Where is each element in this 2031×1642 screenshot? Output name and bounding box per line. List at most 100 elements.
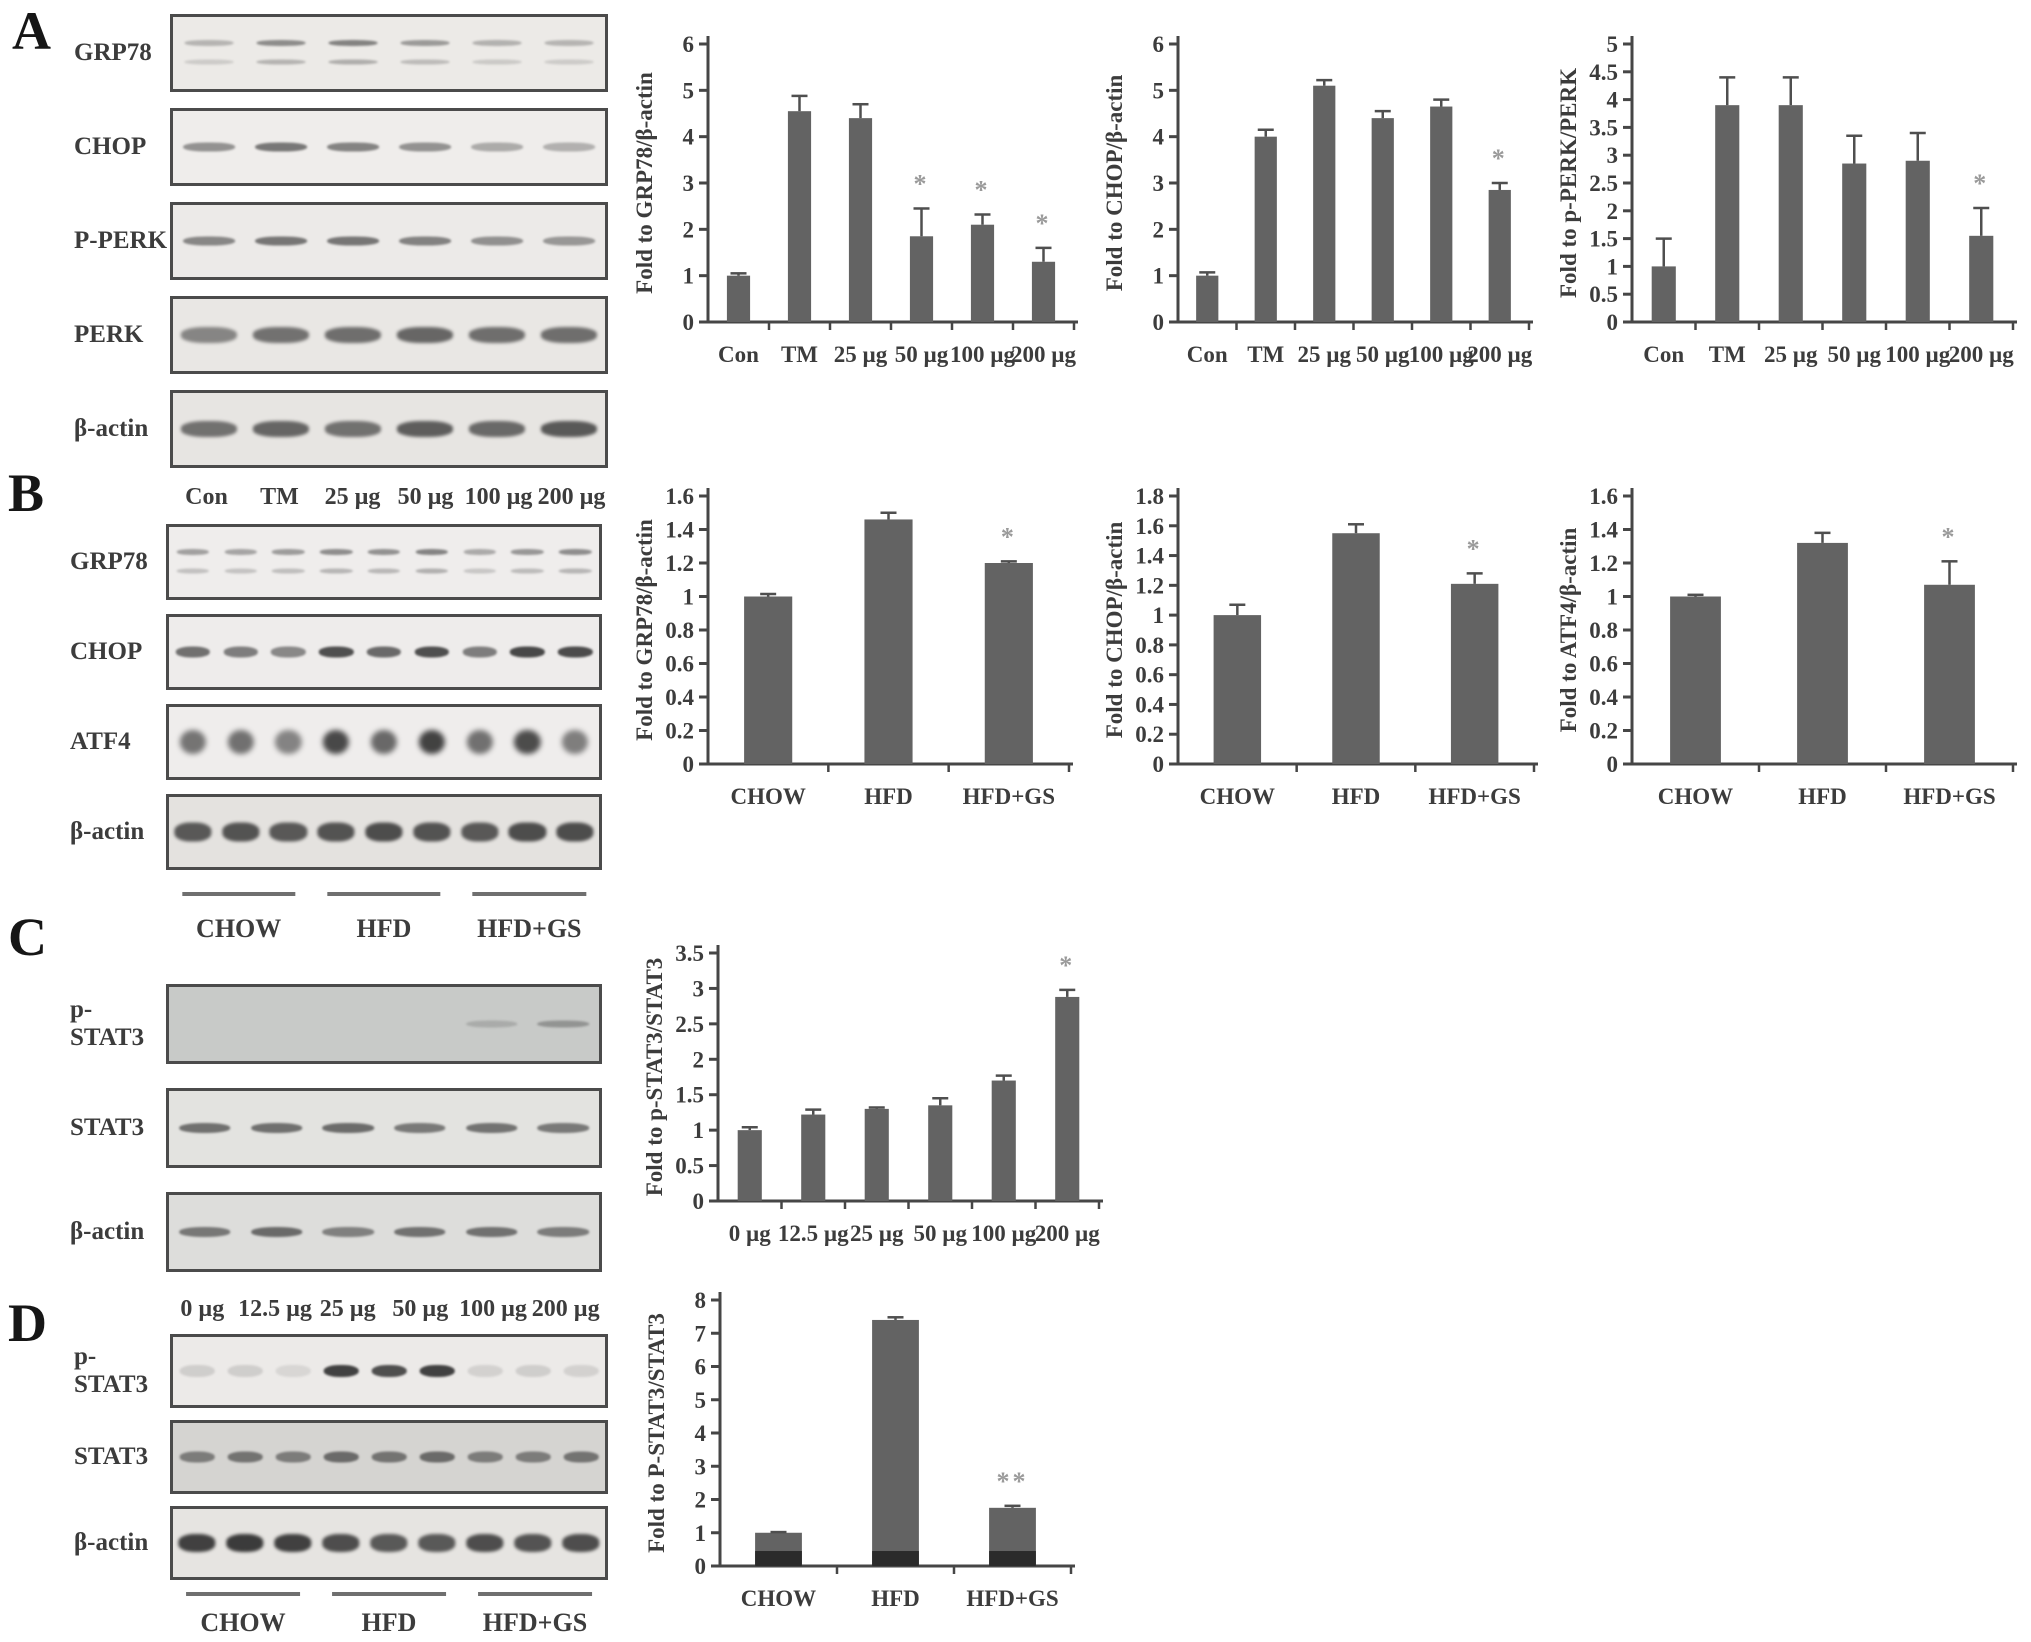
protein-band (508, 822, 546, 842)
protein-band (558, 549, 592, 556)
protein-band (180, 421, 238, 437)
y-tick-label: 3 (1607, 143, 1619, 168)
protein-band (272, 568, 305, 574)
lane-labels: Con TM 25 µg 50 µg 100 µg 200 µg (170, 484, 608, 516)
protein-band (540, 421, 598, 437)
y-tick-label: 7 (695, 1321, 707, 1346)
protein-band (415, 568, 449, 574)
y-tick-label: 0 (695, 1554, 707, 1579)
y-axis-title: Fold to GRP78/β-actin (632, 519, 657, 741)
protein-band (515, 1451, 551, 1463)
blot-row: STAT3 (68, 1420, 608, 1494)
group-underline-HFD (327, 892, 441, 896)
bar-25-µg (1313, 85, 1336, 322)
blot-row: STAT3 (64, 1088, 602, 1168)
blot-row-label-β-actin: β-actin (70, 1218, 145, 1245)
y-tick-label: 1.6 (665, 484, 694, 509)
x-category-label: HFD (1798, 784, 1847, 809)
lane-label-50 µg: 50 µg (397, 484, 454, 510)
x-category-label: HFD+GS (966, 1586, 1058, 1611)
protein-band (466, 730, 493, 754)
y-tick-label: 2 (1153, 217, 1165, 242)
protein-band (465, 1227, 518, 1237)
y-tick-label: 3.5 (1589, 115, 1618, 140)
y-tick-label: 4 (683, 125, 695, 150)
group-label-HFD+GS: HFD+GS (482, 1608, 588, 1637)
y-tick-label: 1 (1153, 264, 1165, 289)
bar-HFD+GS (1924, 584, 1975, 764)
bar-CHOW (744, 596, 793, 764)
panel-B-western-blots: GRP78 CHOP ATF4 β-actin CHOW HFD HFD+GS (64, 524, 602, 948)
x-category-label: HFD+GS (1428, 784, 1520, 809)
lane-label-100 µg: 100 µg (464, 484, 533, 510)
y-tick-label: 0.8 (1135, 633, 1164, 658)
y-tick-label: 0.2 (665, 719, 694, 744)
blot-row-label-CHOP: CHOP (70, 638, 143, 665)
protein-band (175, 646, 211, 658)
protein-band (558, 568, 592, 574)
blot-row: CHOP (64, 614, 602, 690)
bar-25-µg (864, 1108, 889, 1201)
protein-band (415, 549, 449, 556)
protein-band (419, 1451, 455, 1463)
bar-HFD+GS (1450, 583, 1499, 764)
blot-image-β-actin (166, 794, 602, 870)
y-tick-label: 0.4 (1589, 685, 1618, 710)
protein-band (227, 1451, 263, 1463)
protein-band (471, 142, 523, 152)
x-category-label: 25 µg (1297, 342, 1351, 367)
bar-50-µg (928, 1105, 953, 1201)
bar-base-segment-HFD (872, 1551, 919, 1566)
bar-200-µg (1969, 235, 1994, 322)
bar-25-µg (848, 118, 873, 322)
significance-marker: * (1036, 209, 1052, 238)
blot-row: β-actin (68, 1506, 608, 1580)
blot-image-GRP78 (166, 524, 602, 600)
x-category-label: Con (1643, 342, 1684, 367)
blot-row: p-STAT3 (68, 1334, 608, 1408)
y-tick-label: 0.5 (1589, 282, 1618, 307)
protein-band (543, 236, 595, 246)
chart-pstat3-stat3-C: 0 0.5 1 1.5 2 2.5 3 3.5 Fold to p-STAT3/STAT3 0 µ… (638, 925, 1113, 1265)
blot-image-CHOP (166, 614, 602, 690)
y-tick-label: 0.2 (1135, 722, 1164, 747)
y-tick-label: 3.5 (675, 941, 704, 966)
bar-HFD (1797, 542, 1848, 764)
y-tick-label: 1 (683, 585, 695, 610)
protein-band (178, 1534, 216, 1552)
protein-band (544, 59, 594, 65)
bar-base-segment-CHOW (755, 1551, 802, 1566)
chart-chop-beta-actin-B: 0 0.2 0.4 0.6 0.8 1 1.2 1.4 1.6 1.8 Fold to CHOP/β… (1098, 468, 1548, 828)
x-category-label: TM (1709, 342, 1746, 367)
y-axis-title: Fold to ATF4/β-actin (1556, 527, 1581, 732)
protein-band (371, 1451, 407, 1463)
protein-band (275, 1451, 311, 1463)
protein-band (514, 1534, 552, 1552)
protein-band (319, 568, 353, 574)
y-tick-label: 1 (695, 1521, 707, 1546)
y-tick-label: 0.5 (675, 1154, 704, 1179)
y-axis-title: Fold to CHOP/β-actin (1102, 522, 1127, 739)
protein-band (414, 646, 449, 658)
blot-row-label-β-actin: β-actin (70, 818, 145, 845)
x-category-label: CHOW (741, 1586, 816, 1611)
y-tick-label: 3 (1153, 171, 1165, 196)
y-tick-label: 0.4 (665, 685, 694, 710)
blot-image-CHOP (170, 108, 608, 186)
blot-row: p-STAT3 (64, 984, 602, 1064)
panel-A-western-blots: GRP78 CHOP P-PERK PERK β-actin Con TM 25 µg 50 µ… (68, 14, 608, 516)
y-tick-label: 1 (693, 1118, 705, 1143)
protein-band (400, 39, 450, 46)
x-category-label: TM (1247, 342, 1284, 367)
y-tick-label: 2 (695, 1488, 707, 1513)
protein-band (463, 568, 496, 574)
significance-marker: * (1059, 951, 1075, 980)
protein-band (324, 327, 382, 343)
lane-label-25 µg: 25 µg (319, 1296, 376, 1322)
bar-Con (726, 275, 751, 322)
bar-HFD (864, 519, 913, 764)
protein-band (323, 730, 350, 754)
bar-TM (1715, 105, 1740, 322)
bar-chart-D-pSTAT3: 0 1 2 3 4 5 6 7 8 Fold to P-STAT3/STAT3 CHOW HFD ** H… (644, 1288, 1075, 1611)
protein-band (471, 236, 523, 246)
